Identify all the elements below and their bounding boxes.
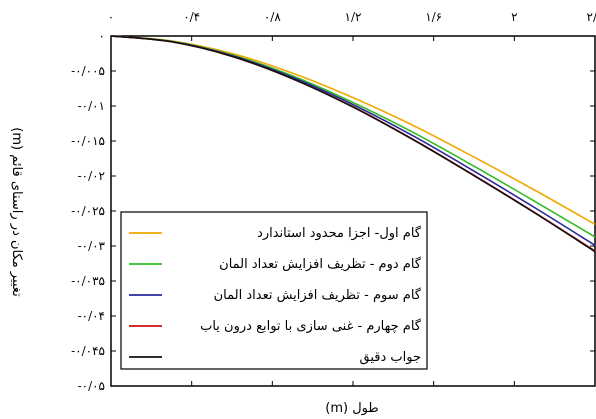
x-axis-title: طول (m) [325, 401, 378, 416]
legend-box [120, 211, 428, 370]
y-tick-label: -۰/۰۲ [78, 169, 105, 183]
legend-label: گام اول- اجزا محدود استاندارد [257, 225, 422, 241]
legend-label: جواب دقیق [359, 350, 421, 365]
y-tick-label: -۰/۰۳۵ [71, 274, 105, 288]
legend-label: گام دوم - تظریف افزایش تعداد المان [219, 256, 422, 272]
y-tick-label: -۰/۰۱ [78, 99, 105, 113]
x-tick-label: ۱/۲ [345, 10, 362, 24]
y-axis-title: تغییر مکان در راستای قائم (m) [9, 127, 24, 297]
x-tick-label: ۲/۴ [587, 10, 596, 24]
y-tick-label: -۰/۰۰۵ [71, 64, 105, 78]
y-tick-label: ۰ [99, 29, 105, 43]
x-tick-label: ۲ [511, 10, 517, 24]
x-tick-label: ۱/۶ [425, 10, 442, 24]
y-tick-label: -۰/۰۳ [78, 239, 106, 253]
legend-label: گام سوم - تظریف افزایش تعداد المان [214, 287, 422, 303]
series-line [110, 35, 596, 225]
y-tick-label: -۰/۰۱۵ [71, 134, 105, 148]
y-tick-label: -۰/۰۴ [78, 309, 105, 323]
x-tick-label: ۰ [108, 10, 114, 24]
axis-ticks: ۰ ۰/۴ ۰/۸ ۱/۲ ۱/۶ ۲ ۲/۴ ۰ -۰/۰۰۵ -۰/۰۱ -۰/۰۱۵ -۰/۰۲… [71, 10, 596, 393]
series-lines [110, 35, 596, 253]
legend-label: گام چهارم - غنی سازی با توابع درون یاب [200, 318, 422, 334]
x-tick-label: ۰/۴ [183, 10, 200, 24]
x-tick-label: ۰/۸ [264, 10, 281, 24]
y-tick-label: -۰/۰۴۵ [71, 344, 105, 358]
y-tick-label: -۰/۰۲۵ [71, 204, 105, 218]
series-line [110, 35, 596, 238]
series-line [110, 35, 596, 253]
y-tick-label: -۰/۰۵ [78, 379, 105, 393]
legend: گام اول- اجزا محدود استاندارد گام دوم - ت… [120, 211, 428, 370]
